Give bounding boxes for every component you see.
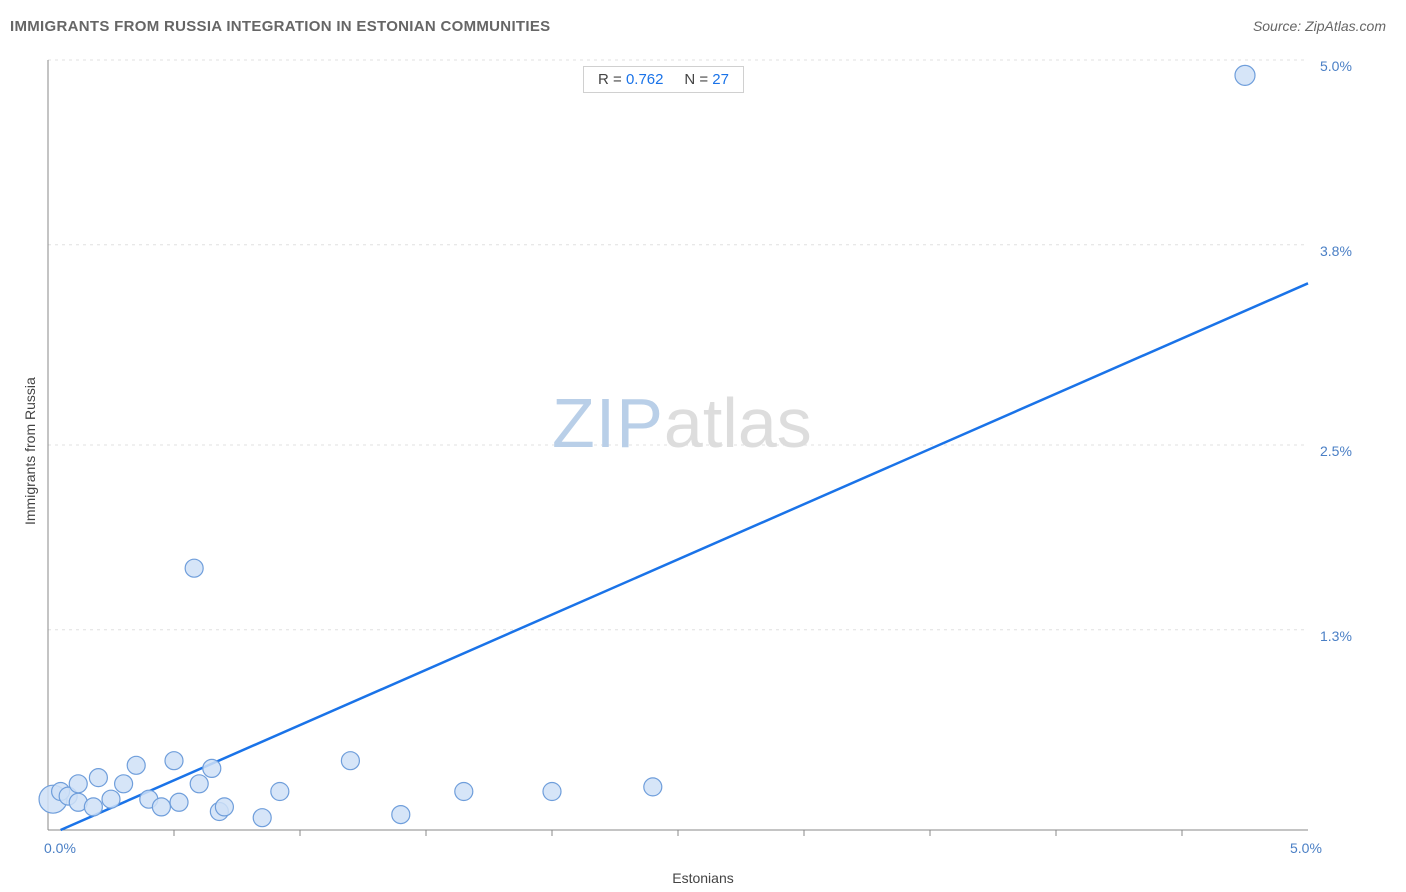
scatter-point xyxy=(69,775,87,793)
r-value: 0.762 xyxy=(626,71,664,88)
chart-title: IMMIGRANTS FROM RUSSIA INTEGRATION IN ES… xyxy=(10,18,550,35)
y-tick-label: 3.8% xyxy=(1320,243,1352,259)
scatter-point xyxy=(341,752,359,770)
scatter-point xyxy=(543,783,561,801)
scatter-point xyxy=(89,769,107,787)
y-axis-label: Immigrants from Russia xyxy=(22,377,38,525)
n-label: N = xyxy=(684,71,712,88)
chart-area: Immigrants from Russia Estonians ZIPatla… xyxy=(0,50,1406,892)
scatter-point xyxy=(392,806,410,824)
scatter-point xyxy=(253,809,271,827)
r-label: R = xyxy=(598,71,626,88)
scatter-chart-svg xyxy=(0,50,1406,870)
scatter-point xyxy=(203,759,221,777)
scatter-point xyxy=(644,778,662,796)
scatter-point xyxy=(152,798,170,816)
scatter-point xyxy=(102,790,120,808)
scatter-point xyxy=(455,783,473,801)
y-tick-label: 2.5% xyxy=(1320,443,1352,459)
x-tick-min: 0.0% xyxy=(44,840,76,856)
chart-header: IMMIGRANTS FROM RUSSIA INTEGRATION IN ES… xyxy=(10,18,1396,48)
scatter-point xyxy=(215,798,233,816)
scatter-point xyxy=(271,783,289,801)
y-tick-label: 1.3% xyxy=(1320,628,1352,644)
scatter-point xyxy=(190,775,208,793)
scatter-point xyxy=(165,752,183,770)
n-value: 27 xyxy=(712,71,729,88)
trend-line xyxy=(61,283,1308,830)
scatter-point xyxy=(115,775,133,793)
scatter-point xyxy=(127,756,145,774)
x-tick-max: 5.0% xyxy=(1290,840,1322,856)
x-axis-label: Estonians xyxy=(0,870,1406,886)
scatter-point xyxy=(185,559,203,577)
scatter-point xyxy=(1235,65,1255,85)
scatter-point xyxy=(170,793,188,811)
y-tick-label: 5.0% xyxy=(1320,58,1352,74)
scatter-point xyxy=(84,798,102,816)
chart-source: Source: ZipAtlas.com xyxy=(1253,18,1386,34)
stats-box: R = 0.762 N = 27 xyxy=(583,66,744,93)
